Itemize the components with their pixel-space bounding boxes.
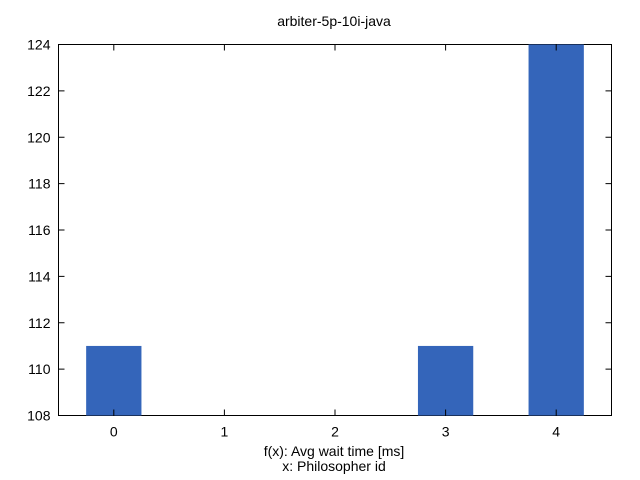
y-tick-label-108: 108 — [27, 408, 51, 424]
y-tick-label-118: 118 — [28, 176, 51, 192]
chart-title: arbiter-5p-10i-java — [277, 13, 391, 29]
x-tick-label-3: 3 — [442, 424, 450, 440]
y-axis-ticks: 108 110 112 114 116 118 120 122 124 — [27, 37, 612, 424]
y-tick-label-124: 124 — [27, 37, 51, 53]
bars-group — [86, 44, 584, 416]
y-tick-label-112: 112 — [28, 315, 51, 331]
y-tick-label-120: 120 — [27, 129, 51, 145]
bar-philosopher-0 — [86, 345, 142, 416]
x-axis-label-line-1: f(x): Avg wait time [ms] — [264, 443, 405, 459]
bar-philosopher-4 — [528, 44, 584, 416]
y-tick-label-114: 114 — [28, 268, 51, 284]
x-tick-label-4: 4 — [552, 424, 560, 440]
x-tick-label-2: 2 — [331, 424, 339, 440]
y-tick-label-122: 122 — [27, 83, 51, 99]
y-tick-label-116: 116 — [28, 222, 51, 238]
y-tick-label-110: 110 — [28, 361, 51, 377]
x-axis-ticks: 0 1 2 3 4 — [110, 44, 560, 440]
x-tick-label-1: 1 — [221, 424, 229, 440]
x-axis-label-line-2: x: Philosopher id — [282, 458, 386, 474]
x-tick-label-0: 0 — [110, 424, 118, 440]
bar-philosopher-3 — [417, 345, 474, 416]
